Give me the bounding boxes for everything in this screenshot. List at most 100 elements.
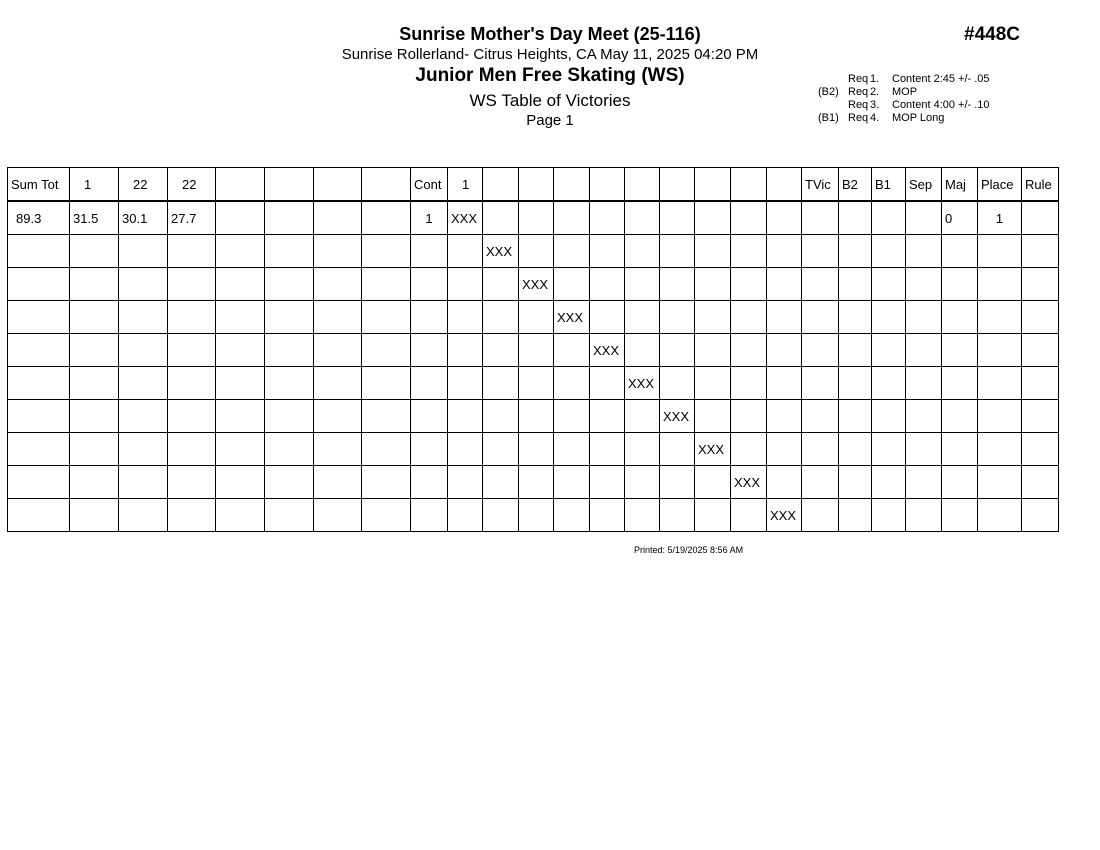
table-cell — [838, 300, 872, 334]
table-cell — [905, 432, 942, 466]
table-cell — [447, 366, 483, 400]
table-cell — [871, 333, 906, 367]
table-cell: XXX — [730, 465, 767, 499]
table-cell — [118, 300, 168, 334]
table-cell — [624, 465, 660, 499]
requirement-item: (B1) Req 4. MOP Long — [818, 112, 990, 125]
table-cell — [313, 300, 362, 334]
table-cell: XXX — [624, 366, 660, 400]
table-cell — [941, 465, 978, 499]
table-cell — [361, 300, 411, 334]
column-header — [361, 167, 411, 202]
table-cell — [69, 399, 119, 433]
table-cell — [941, 432, 978, 466]
table-cell — [905, 300, 942, 334]
column-header: B2 — [838, 167, 872, 202]
table-cell — [694, 267, 731, 301]
table-cell — [410, 498, 448, 532]
requirement-tag: (B2) — [818, 86, 839, 98]
table-cell — [167, 300, 216, 334]
column-header — [659, 167, 695, 202]
printed-timestamp: Printed: 5/19/2025 8:56 AM — [634, 545, 744, 555]
table-row: XXX — [7, 366, 1059, 400]
table-cell — [118, 399, 168, 433]
table-row: XXX — [7, 399, 1059, 433]
table-cell — [410, 333, 448, 367]
table-cell — [313, 366, 362, 400]
table-cell — [482, 432, 519, 466]
table-cell — [553, 432, 590, 466]
table-cell — [977, 333, 1022, 367]
table-cell — [7, 366, 70, 400]
table-cell — [167, 234, 216, 268]
table-cell — [659, 300, 695, 334]
table-cell: 27.7 — [167, 200, 216, 235]
table-cell — [118, 234, 168, 268]
table-cell — [118, 432, 168, 466]
table-cell — [410, 465, 448, 499]
table-cell — [518, 432, 554, 466]
table-cell — [7, 267, 70, 301]
table-cell — [730, 498, 767, 532]
table-cell — [313, 432, 362, 466]
table-cell: XXX — [553, 300, 590, 334]
table-cell — [624, 333, 660, 367]
table-cell — [447, 333, 483, 367]
table-cell — [215, 200, 265, 235]
table-cell — [167, 432, 216, 466]
table-cell — [553, 234, 590, 268]
column-header: Sep — [905, 167, 942, 202]
meet-title: Sunrise Mother's Day Meet (25-116) — [399, 24, 701, 44]
table-cell — [7, 498, 70, 532]
table-cell: XXX — [482, 234, 519, 268]
table-cell — [1021, 300, 1059, 334]
table-cell — [730, 432, 767, 466]
table-cell: XXX — [518, 267, 554, 301]
table-cell — [447, 432, 483, 466]
table-cell: 89.3 — [7, 200, 70, 235]
table-cell — [215, 333, 265, 367]
table-cell — [977, 498, 1022, 532]
table-cell — [871, 498, 906, 532]
column-header — [215, 167, 265, 202]
column-header: 1 — [69, 167, 119, 202]
table-cell — [905, 234, 942, 268]
table-cell — [871, 234, 906, 268]
table-row: XXX — [7, 300, 1059, 334]
table-cell — [905, 465, 942, 499]
requirement-item: Req 3. Content 4:00 +/- .10 — [818, 99, 990, 112]
table-row: XXX — [7, 234, 1059, 268]
table-cell — [694, 333, 731, 367]
table-cell — [766, 366, 802, 400]
event-number: #448C — [964, 24, 1020, 45]
table-cell: 0 — [941, 200, 978, 235]
table-cell — [730, 366, 767, 400]
table-cell — [482, 366, 519, 400]
table-cell — [838, 200, 872, 235]
table-cell — [518, 200, 554, 235]
table-cell — [264, 200, 314, 235]
table-cell — [1021, 465, 1059, 499]
table-cell — [1021, 267, 1059, 301]
table-cell — [215, 267, 265, 301]
table-cell — [69, 432, 119, 466]
table-cell: 31.5 — [69, 200, 119, 235]
table-cell — [589, 366, 625, 400]
table-cell: XXX — [447, 200, 483, 235]
column-header: Sum Tot — [7, 167, 70, 202]
table-cell — [1021, 234, 1059, 268]
table-row: XXX — [7, 498, 1059, 532]
column-header: 22 — [118, 167, 168, 202]
table-cell — [264, 498, 314, 532]
table-cell — [361, 432, 411, 466]
table-cell — [905, 200, 942, 235]
requirement-num: 1. — [870, 73, 880, 85]
table-cell — [313, 333, 362, 367]
table-cell — [871, 200, 906, 235]
table-cell — [905, 498, 942, 532]
table-cell — [7, 399, 70, 433]
table-row: XXX — [7, 267, 1059, 301]
table-cell — [659, 333, 695, 367]
table-cell — [482, 465, 519, 499]
table-cell — [410, 234, 448, 268]
